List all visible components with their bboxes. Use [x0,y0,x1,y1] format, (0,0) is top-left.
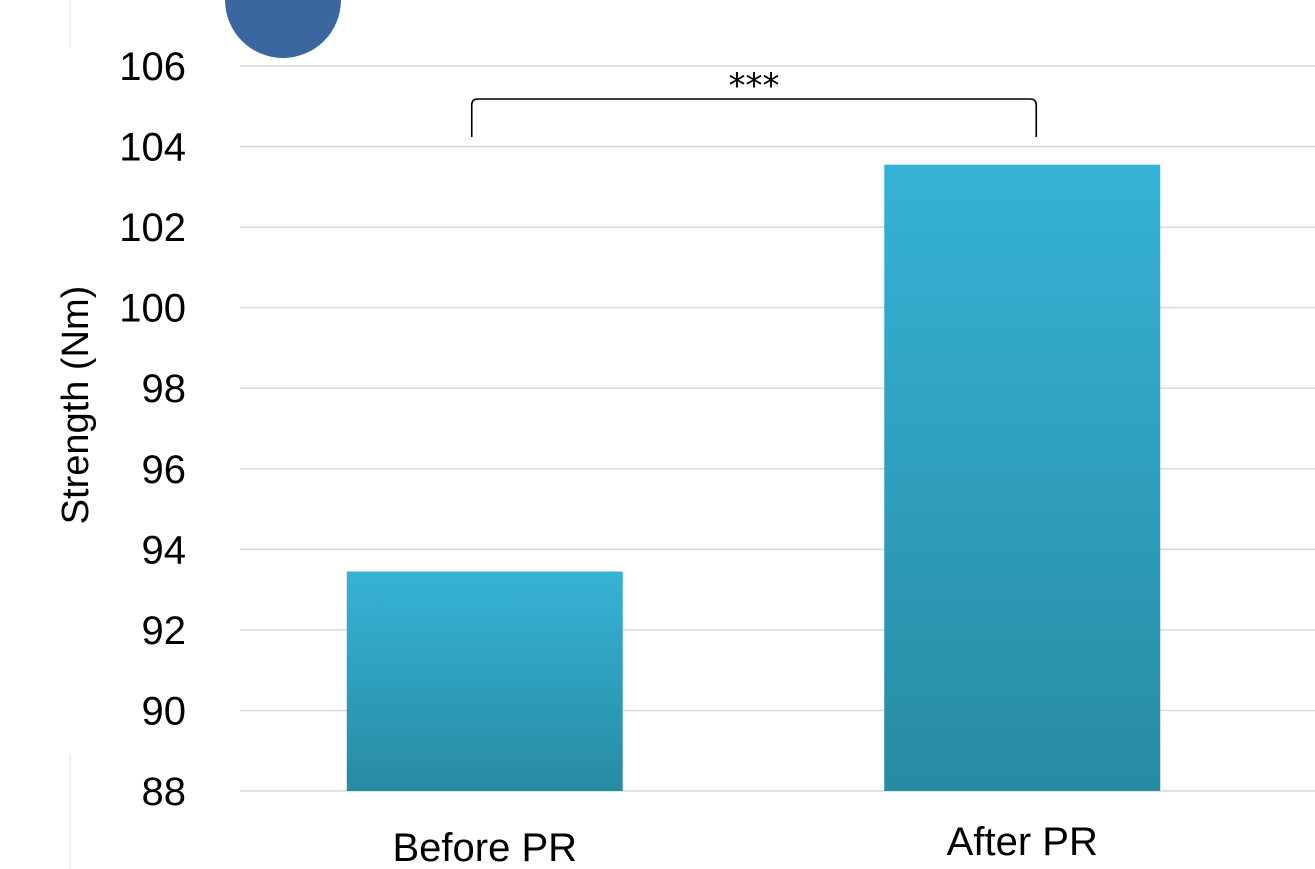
bar-after-pr [884,164,1161,792]
y-tick-label: 98 [142,367,187,411]
x-category-label: Before PR [392,826,577,869]
y-tick-label: 90 [142,689,187,733]
bars [346,164,1161,792]
y-tick-label: 96 [142,448,187,492]
significance-stars: *** [729,66,780,106]
y-axis-title: Strength (Nm) [55,286,97,525]
decorative-badge [225,0,341,58]
y-tick-label: 94 [142,528,187,572]
y-axis-ticks: 88 90 92 94 96 98 100 102 104 106 [119,45,186,814]
bar-before-pr [346,571,623,791]
x-category-label: After PR [947,820,1098,864]
y-tick-label: 106 [119,45,186,89]
x-axis-labels: Before PR After PR [392,820,1097,869]
y-tick-label: 102 [119,206,186,250]
significance-bracket [470,98,1038,137]
y-tick-label: 100 [119,287,186,331]
y-tick-label: 88 [142,770,187,814]
y-tick-label: 92 [142,609,187,653]
significance-annotation: *** [470,66,1038,137]
y-tick-label: 104 [119,126,186,170]
